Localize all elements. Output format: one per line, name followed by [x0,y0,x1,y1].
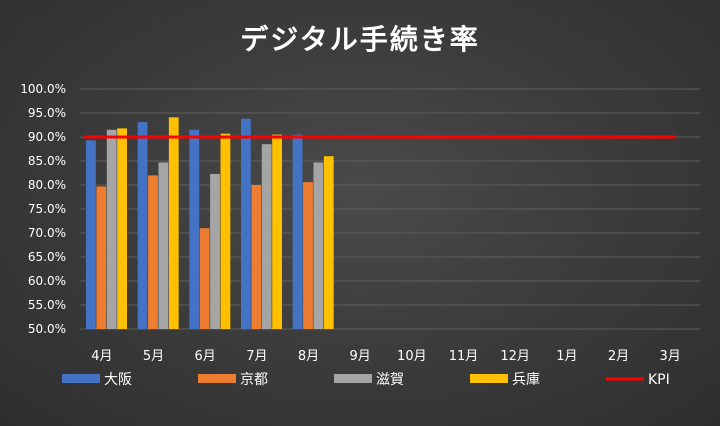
x-tick-label: 11月 [449,349,479,364]
legend-swatch-滋賀 [334,374,372,383]
y-tick-label: 100.0% [20,82,66,96]
legend-label-大阪: 大阪 [104,372,132,388]
y-tick-label: 70.0% [28,226,66,240]
x-tick-label: 9月 [350,349,371,364]
legend-swatch-大阪 [62,374,100,383]
y-tick-label: 85.0% [28,154,66,168]
legend-label-京都: 京都 [240,372,268,388]
x-tick-label: 3月 [660,349,681,364]
bar-滋賀-5月 [158,162,169,329]
bar-京都-7月 [251,185,262,329]
legend-label-KPI: KPI [648,372,670,388]
bar-兵庫-8月 [323,156,334,329]
bar-兵庫-4月 [117,128,127,329]
y-tick-label: 50.0% [28,322,66,336]
bar-滋賀-6月 [210,173,220,329]
bar-京都-4月 [96,186,107,329]
bar-京都-6月 [199,228,210,329]
legend-swatch-京都 [198,374,236,383]
x-tick-label: 1月 [556,349,577,364]
y-tick-label: 95.0% [28,106,66,120]
bar-京都-8月 [303,182,313,329]
x-tick-label: 2月 [608,349,629,364]
y-tick-label: 55.0% [28,298,66,312]
y-tick-label: 80.0% [28,178,66,192]
bar-兵庫-7月 [272,134,282,329]
x-tick-label: 7月 [246,349,267,364]
y-tick-label: 65.0% [28,250,66,264]
x-tick-label: 8月 [298,349,319,364]
bar-兵庫-5月 [168,117,179,329]
x-tick-label: 10月 [397,349,427,364]
x-tick-label: 12月 [500,349,530,364]
x-tick-label: 4月 [91,349,112,364]
bar-大阪-6月 [189,129,200,329]
bar-滋賀-8月 [313,162,324,329]
y-tick-label: 90.0% [28,130,66,144]
bar-大阪-7月 [241,118,251,329]
x-tick-label: 6月 [195,349,216,364]
bar-滋賀-4月 [106,129,117,329]
bar-大阪-5月 [137,122,148,330]
bar-滋賀-7月 [261,144,272,329]
y-tick-label: 75.0% [28,202,66,216]
y-tick-label: 60.0% [28,274,66,288]
legend-label-滋賀: 滋賀 [376,372,404,388]
chart-title: デジタル手続き率 [240,23,480,56]
bar-兵庫-6月 [220,133,231,329]
bar-京都-5月 [148,175,158,329]
legend-label-兵庫: 兵庫 [512,371,540,388]
legend-swatch-兵庫 [470,374,508,383]
bar-大阪-4月 [86,140,96,329]
x-tick-label: 5月 [143,349,164,364]
bar-大阪-8月 [292,134,303,329]
